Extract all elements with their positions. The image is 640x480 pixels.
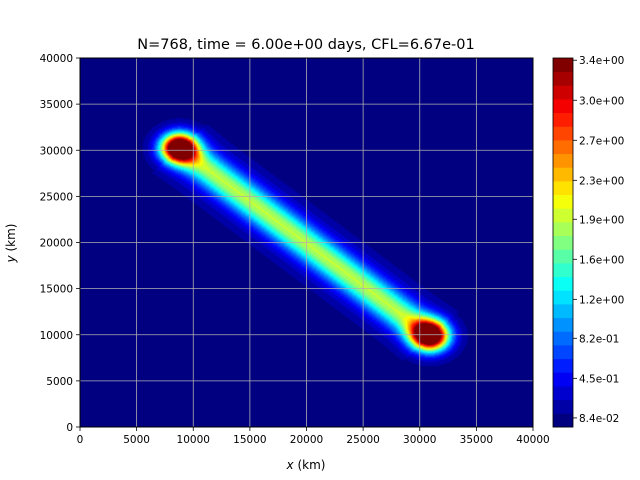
x-axis-label: x (km) — [286, 458, 326, 472]
colorbar-band — [553, 262, 573, 278]
colorbar-tick-label: 2.7e+00 — [579, 135, 624, 147]
x-tick-label: 25000 — [346, 434, 379, 446]
colorbar-band — [553, 235, 573, 250]
colorbar-band — [553, 71, 573, 86]
colorbar-band — [553, 194, 573, 209]
colorbar-band — [553, 399, 573, 414]
colorbar-tick-label: 3.0e+00 — [579, 95, 624, 107]
x-tick-label: 0 — [77, 434, 84, 446]
y-tick-label: 0 — [66, 422, 73, 434]
y-axis-label: y (km) — [4, 224, 18, 264]
x-tick-label: 30000 — [403, 434, 436, 446]
x-axis-label-var: x — [286, 458, 295, 472]
y-axis: 0 5000 10000 15000 20000 25000 30000 35000 40000 — [40, 53, 80, 434]
x-tick-label: 35000 — [460, 434, 493, 446]
colorbar-band — [553, 140, 573, 155]
colorbar-band — [553, 58, 573, 73]
colorbar-tick-label: 8.2e-01 — [579, 333, 619, 345]
x-tick-label: 5000 — [123, 434, 150, 446]
y-tick-label: 30000 — [40, 145, 73, 157]
x-tick-label: 10000 — [177, 434, 210, 446]
colorbar-band — [553, 358, 573, 373]
colorbar-band — [553, 386, 573, 401]
colorbar-band — [553, 85, 573, 100]
colorbar-band — [553, 222, 573, 237]
colorbar-band — [553, 290, 573, 305]
colorbar-band — [553, 98, 573, 114]
y-axis-label-unit: (km) — [4, 224, 18, 252]
colorbar-band — [553, 317, 573, 332]
colorbar-band — [553, 276, 573, 291]
colorbar-tick-label: 3.4e+00 — [579, 55, 624, 67]
colorbar-band — [553, 413, 573, 428]
colorbar-tick-label: 1.2e+00 — [579, 294, 624, 306]
y-tick-label: 25000 — [40, 191, 73, 203]
colorbar-tick-label: 4.5e-01 — [579, 373, 619, 385]
colorbar-band — [553, 331, 573, 346]
x-tick-label: 40000 — [516, 434, 549, 446]
colorbar-frame — [552, 57, 574, 428]
plot-area — [79, 57, 534, 428]
y-tick-label: 40000 — [40, 53, 73, 65]
colorbar-band — [553, 372, 573, 387]
y-axis-label-var: y — [4, 254, 18, 263]
y-tick-label: 15000 — [40, 284, 73, 296]
colorbar-band — [553, 304, 573, 319]
colorbar: 3.4e+00 3.0e+00 2.7e+00 2.3e+00 1.9e+00 1.6e+… — [552, 55, 624, 428]
y-tick-label: 10000 — [40, 330, 73, 342]
colorbar-band — [553, 112, 573, 127]
colorbar-band — [553, 208, 573, 223]
colorbar-band — [553, 126, 573, 141]
colorbar-band — [553, 249, 573, 264]
x-tick-label: 15000 — [233, 434, 266, 446]
y-tick-label: 35000 — [40, 99, 73, 111]
x-tick-label: 20000 — [290, 434, 323, 446]
colorbar-band — [553, 180, 573, 196]
colorbar-tick-label: 8.4e-02 — [579, 413, 619, 425]
x-axis: 0 5000 10000 15000 20000 25000 30000 35000 40000 — [77, 427, 550, 446]
colorbar-tick-label: 1.6e+00 — [579, 254, 624, 266]
colorbar-band — [553, 153, 573, 168]
colorbar-band — [553, 167, 573, 182]
chart-title: N=768, time = 6.00e+00 days, CFL=6.67e-0… — [137, 37, 474, 53]
colorbar-band — [553, 344, 573, 360]
colorbar-tick-label: 2.3e+00 — [579, 175, 624, 187]
x-axis-label-unit: (km) — [297, 458, 325, 472]
colorbar-tick-label: 1.9e+00 — [579, 214, 624, 226]
y-tick-label: 5000 — [46, 376, 73, 388]
y-tick-label: 20000 — [40, 238, 73, 250]
